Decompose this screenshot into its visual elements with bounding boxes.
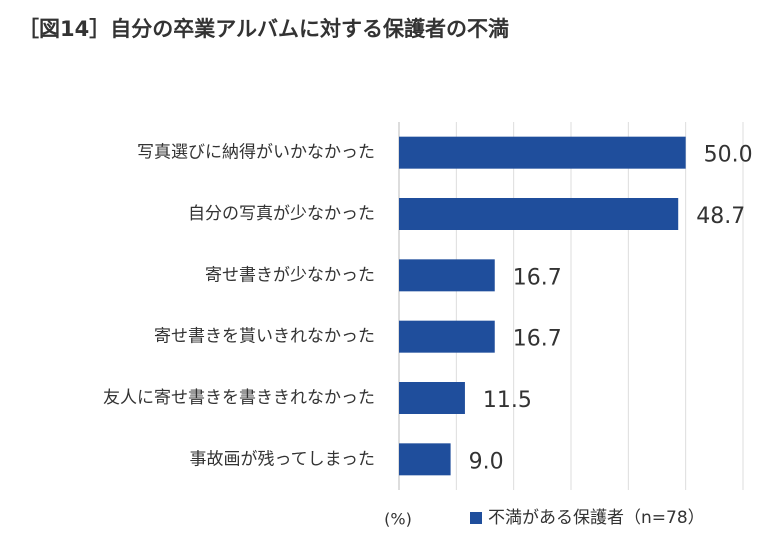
bar [399,382,465,414]
category-label: 寄せ書きが少なかった [205,265,375,285]
value-label: 48.7 [696,204,745,229]
bar [399,259,495,292]
value-label: 9.0 [469,449,504,474]
value-label: 16.7 [513,265,562,290]
legend-label: 不満がある保護者（n=78） [488,508,705,528]
category-label: 自分の写真が少なかった [188,204,375,224]
category-label: 事故画が残ってしまった [190,449,375,469]
category-label: 友人に寄せ書きを書ききれなかった [103,388,375,408]
legend-swatch [470,512,482,524]
value-label: 50.0 [704,143,753,168]
category-label: 写真選びに納得がいかなかった [137,143,375,163]
bar [399,198,679,230]
chart-title: ［図14］自分の卒業アルバムに対する保護者の不満 [18,17,509,41]
bar [399,136,686,169]
bar [399,320,495,353]
category-label: 寄せ書きを貰いきれなかった [154,327,375,347]
bar [399,443,451,476]
axis-label: (%) [384,510,412,529]
value-label: 16.7 [513,327,562,352]
value-label: 11.5 [483,388,532,413]
